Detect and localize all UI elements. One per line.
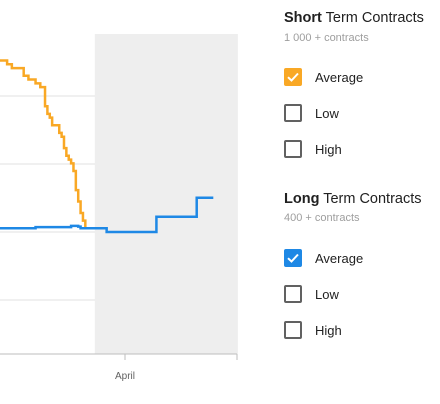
long-term-option-low[interactable]: Low — [284, 284, 339, 304]
unchecked-checkbox-icon[interactable] — [284, 140, 302, 158]
unchecked-checkbox-icon[interactable] — [284, 321, 302, 339]
short-term-option-low[interactable]: Low — [284, 103, 339, 123]
short-term-title: Short Term Contracts — [284, 10, 424, 26]
long-term-subtitle: 400 + contracts — [284, 212, 360, 224]
short-term-option-average[interactable]: Average — [284, 67, 363, 87]
checked-checkbox-icon[interactable] — [284, 68, 302, 86]
short-term-option-label: Average — [315, 69, 364, 85]
short-term-average-line — [0, 59, 87, 229]
long-term-title-rest: Term Contracts — [319, 191, 422, 207]
x-tick-label: April — [115, 371, 135, 382]
short-term-option-high[interactable]: High — [284, 139, 342, 159]
checked-checkbox-icon[interactable] — [284, 249, 302, 267]
long-term-option-high[interactable]: High — [284, 320, 342, 340]
short-term-option-label: High — [315, 141, 342, 157]
long-term-title: Long Term Contracts — [284, 191, 422, 207]
short-term-subtitle: 1 000 + contracts — [284, 32, 369, 44]
long-term-option-label: Average — [315, 250, 364, 266]
long-term-option-average[interactable]: Average — [284, 248, 363, 268]
long-term-average-line — [0, 196, 214, 234]
long-term-option-label: High — [315, 322, 342, 338]
short-term-title-bold: Short — [284, 10, 322, 26]
long-term-option-label: Low — [315, 286, 339, 302]
forecast-shaded-region — [94, 34, 237, 354]
unchecked-checkbox-icon[interactable] — [284, 285, 302, 303]
long-term-title-bold: Long — [284, 191, 320, 207]
unchecked-checkbox-icon[interactable] — [284, 104, 302, 122]
price-chart: April — [0, 34, 238, 382]
short-term-title-rest: Term Contracts — [321, 10, 424, 26]
short-term-option-label: Low — [315, 105, 339, 121]
